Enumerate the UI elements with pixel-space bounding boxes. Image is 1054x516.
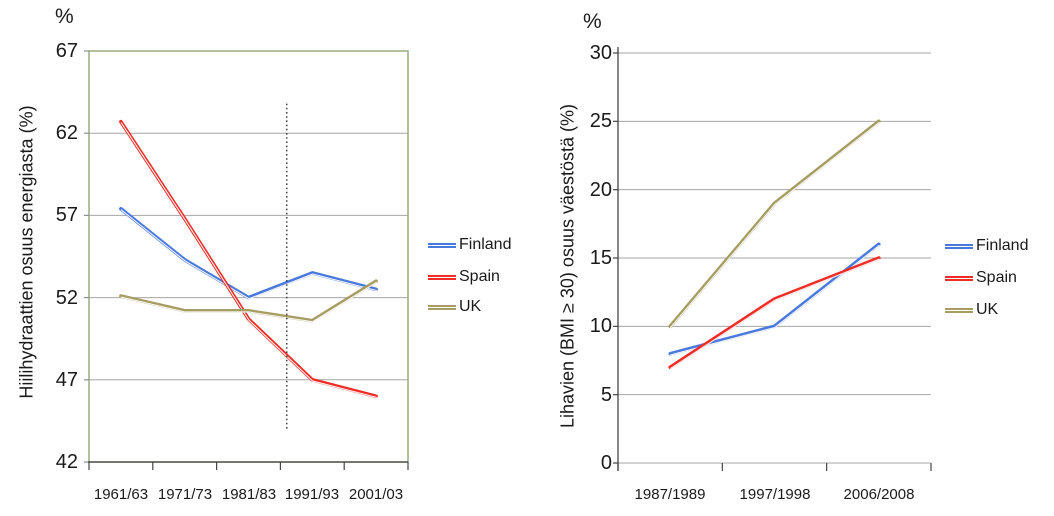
uk-line-swatch — [945, 307, 973, 313]
uk-line-swatch — [428, 304, 456, 310]
spain-line-swatch — [428, 274, 456, 280]
y-axis-tick-label: 57 — [55, 204, 78, 226]
y-axis-tick-label: 62 — [55, 122, 78, 144]
carbohydrate-share-chart — [84, 50, 409, 470]
spain-line-swatch — [945, 275, 973, 281]
legend-item-spain: Spain — [428, 268, 500, 286]
x-axis-tick-label: 1981/83 — [221, 486, 277, 503]
x-axis-tick-label: 1997/1998 — [739, 486, 811, 503]
x-axis-tick-label: 1971/73 — [157, 486, 213, 503]
uk-line-highlight — [670, 121, 880, 328]
x-axis-tick-label: 1961/63 — [93, 486, 149, 503]
x-axis-tick-label: 1987/1989 — [634, 486, 706, 503]
uk-line — [119, 279, 378, 323]
x-axis-tick-label: 2006/2008 — [843, 486, 915, 503]
spain-line — [119, 119, 378, 398]
y-axis-tick-label: 42 — [55, 451, 78, 473]
spain-line-highlight — [670, 258, 880, 369]
y-axis-tick-label: 25 — [589, 110, 612, 132]
legend-item-spain: Spain — [945, 269, 1017, 287]
plot-border — [88, 50, 409, 463]
legend-item-finland: Finland — [428, 236, 511, 254]
spain-line-highlight — [120, 122, 378, 398]
right-chart-unit-label: % — [583, 10, 602, 33]
y-axis-tick-label: 47 — [55, 369, 78, 391]
left-chart-y-axis-title: Hiilihydraattien osuus energiasta (%) — [16, 105, 37, 399]
finland-line-swatch — [428, 242, 456, 248]
legend-label-uk: UK — [459, 298, 482, 315]
y-axis-tick-label: 67 — [55, 40, 78, 62]
uk-line-highlight — [120, 281, 378, 323]
finland-line — [119, 207, 378, 300]
left-chart-unit-label: % — [55, 5, 74, 28]
finland-line-highlight — [120, 209, 378, 300]
obesity-share-chart — [613, 47, 932, 471]
y-axis-tick-label: 0 — [600, 452, 612, 474]
legend-item-finland: Finland — [945, 237, 1028, 255]
finland-line-swatch — [945, 243, 973, 249]
legend-label-spain: Spain — [976, 269, 1017, 286]
y-axis-tick-label: 52 — [55, 287, 78, 309]
legend-label-uk: UK — [976, 301, 999, 318]
legend-label-finland: Finland — [459, 236, 512, 253]
legend-label-finland: Finland — [976, 237, 1029, 254]
y-axis-tick-label: 15 — [589, 247, 612, 269]
legend-item-uk: UK — [945, 301, 998, 319]
spain-line — [668, 256, 881, 370]
x-axis-tick-label: 1991/93 — [284, 486, 340, 503]
uk-line — [668, 119, 881, 329]
y-axis-tick-label: 10 — [589, 315, 612, 337]
legend-item-uk: UK — [428, 298, 481, 316]
y-axis-tick-label: 20 — [589, 179, 612, 201]
legend-label-spain: Spain — [459, 268, 500, 285]
x-axis-tick-label: 2001/03 — [348, 486, 404, 503]
y-axis-tick-label: 5 — [600, 384, 612, 406]
y-axis-tick-label: 30 — [589, 42, 612, 64]
